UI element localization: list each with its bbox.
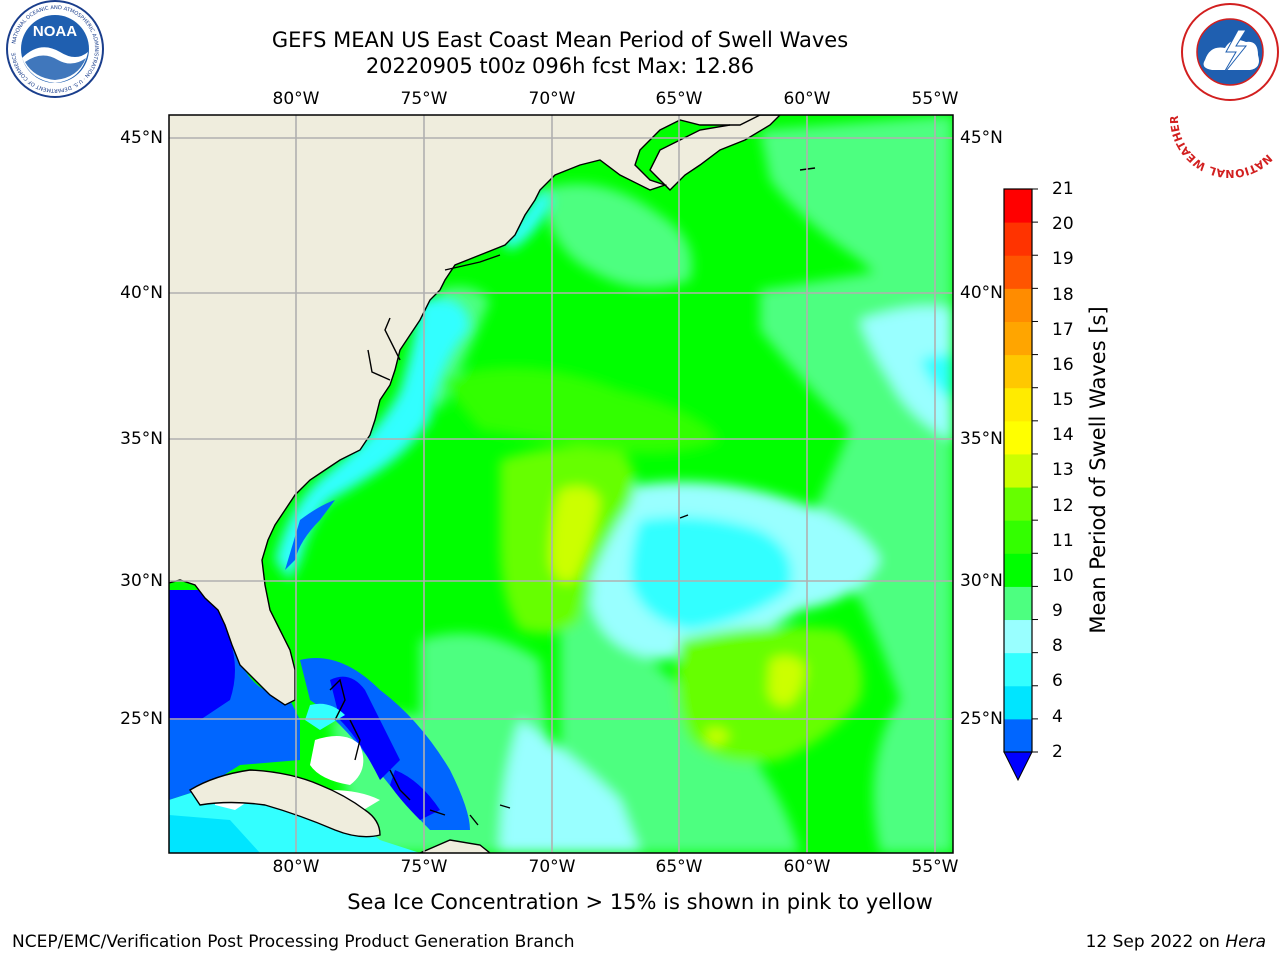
lon-label-top: 80°W	[272, 89, 320, 109]
footer-credit: NCEP/EMC/Verification Post Processing Pr…	[12, 932, 575, 952]
colorbar-tick-label: 16	[1052, 355, 1074, 375]
colorbar-extend-arrow	[1003, 751, 1033, 782]
colorbar-segment	[1004, 222, 1032, 256]
swell-period-field	[169, 115, 953, 853]
colorbar-tick-label: 18	[1052, 285, 1074, 305]
colorbar-tick-label: 10	[1052, 566, 1074, 586]
colorbar-segment	[1004, 487, 1032, 521]
colorbar-segment	[1004, 619, 1032, 654]
colorbar-tick-label: 11	[1052, 531, 1074, 551]
lat-label-left: 30°N	[120, 571, 163, 591]
colorbar-segment	[1004, 685, 1032, 720]
lat-label-right: 30°N	[960, 571, 1003, 591]
colorbar-segment	[1004, 288, 1032, 322]
footer-date: 12 Sep 2022 on Hera	[1085, 932, 1266, 952]
colorbar-segment	[1004, 586, 1032, 621]
colorbar-segment	[1004, 189, 1032, 223]
lon-label-top: 65°W	[655, 89, 703, 109]
colorbar-segment	[1004, 387, 1032, 422]
colorbar-segment	[1004, 553, 1032, 587]
lat-label-right: 35°N	[960, 429, 1003, 449]
chart-title: GEFS MEAN US East Coast Mean Period of S…	[271, 28, 849, 52]
colorbar-segment	[1004, 520, 1032, 554]
colorbar	[1003, 188, 1038, 782]
lon-label-bottom: 65°W	[655, 857, 703, 877]
sea-ice-note: Sea Ice Concentration > 15% is shown in …	[347, 890, 933, 914]
colorbar-segment	[1004, 652, 1032, 687]
colorbar-tick-label: 6	[1052, 671, 1063, 691]
colorbar-segment	[1004, 255, 1032, 289]
colorbar-tick-label: 14	[1052, 425, 1074, 445]
lon-label-top: 55°W	[911, 89, 959, 109]
colorbar-tick-label: 21	[1052, 179, 1074, 199]
noaa-logo: NOAA NATIONAL OCEANIC AND ATMOSPHERIC AD…	[6, 0, 104, 98]
colorbar-tick-label: 20	[1052, 214, 1074, 234]
lat-label-left: 25°N	[120, 709, 163, 729]
colorbar-segment	[1004, 718, 1032, 753]
colorbar-segment	[1004, 354, 1032, 389]
colorbar-tick-label: 9	[1052, 601, 1063, 621]
colorbar-tick-label: 15	[1052, 390, 1074, 410]
colorbar-title: Mean Period of Swell Waves [s]	[1086, 306, 1110, 634]
lon-label-top: 60°W	[783, 89, 831, 109]
footer-machine: Hera	[1225, 932, 1266, 952]
colorbar-tick-label: 19	[1052, 249, 1074, 269]
map-frame	[168, 114, 954, 854]
lon-label-bottom: 60°W	[783, 857, 831, 877]
lat-label-left: 35°N	[120, 429, 163, 449]
colorbar-segment	[1004, 321, 1032, 356]
lat-label-right: 40°N	[960, 283, 1003, 303]
colorbar-tick-label: 12	[1052, 496, 1074, 516]
colorbar-tick-label: 2	[1052, 742, 1063, 762]
lat-label-left: 45°N	[120, 128, 163, 148]
colorbar-tick-label: 17	[1052, 320, 1074, 340]
colorbar-segment	[1004, 420, 1032, 455]
lon-label-top: 75°W	[400, 89, 448, 109]
lat-label-left: 40°N	[120, 283, 163, 303]
noaa-logo-text: NOAA	[33, 23, 77, 40]
lat-label-right: 25°N	[960, 709, 1003, 729]
lon-label-bottom: 75°W	[400, 857, 448, 877]
lon-label-bottom: 70°W	[528, 857, 576, 877]
lat-label-right: 45°N	[960, 128, 1003, 148]
colorbar-tick-label: 8	[1052, 636, 1063, 656]
colorbar-tick-label: 13	[1052, 460, 1074, 480]
lon-label-bottom: 55°W	[911, 857, 959, 877]
lon-label-top: 70°W	[528, 89, 576, 109]
chart-subtitle: 20220905 t00z 096h fcst Max: 12.86	[365, 54, 755, 78]
lon-label-bottom: 80°W	[272, 857, 320, 877]
colorbar-tick-label: 4	[1052, 707, 1063, 727]
colorbar-segment	[1004, 453, 1032, 488]
